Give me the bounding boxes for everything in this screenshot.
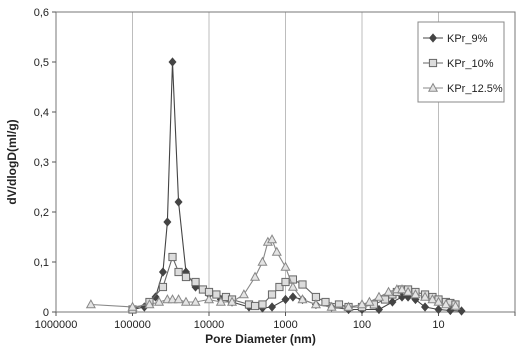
series-2 xyxy=(128,252,460,314)
data-point-triangle-marker xyxy=(127,301,138,311)
data-point-triangle-marker xyxy=(326,301,337,311)
axis-tick-labels: 1000000 100000 10000 1000 100 1000,10,20,30,4… xyxy=(34,7,445,331)
data-point-square-marker xyxy=(168,252,177,262)
series-3 xyxy=(85,234,461,311)
data-point-diamond-marker xyxy=(174,197,183,207)
data-point-triangle-marker xyxy=(203,294,215,304)
legend-entry: KPr_9% xyxy=(423,33,488,45)
data-point-square-marker xyxy=(267,290,277,299)
y-tick-label: 0,1 xyxy=(34,257,49,269)
legend-square-marker xyxy=(428,58,438,68)
legend-label: KPr_9% xyxy=(447,33,488,45)
data-point-triangle-marker xyxy=(287,281,298,291)
data-point-triangle-marker xyxy=(144,299,155,309)
data-point-triangle-marker xyxy=(266,234,278,244)
legend-entry: KPr_10% xyxy=(423,58,494,70)
data-point-triangle-marker xyxy=(153,296,165,306)
data-point-triangle-marker xyxy=(419,291,431,301)
data-point-square-marker xyxy=(258,300,267,309)
data-point-diamond-marker xyxy=(163,217,172,227)
legend: KPr_9% KPr_10% KPr_12.5% xyxy=(417,21,505,103)
data-point-triangle-marker xyxy=(238,289,249,299)
data-point-square-marker xyxy=(281,277,290,287)
x-tick-label: 10 xyxy=(432,319,444,331)
data-point-triangle-marker xyxy=(271,246,282,256)
data-point-diamond-marker xyxy=(151,292,160,302)
data-point-triangle-marker xyxy=(373,291,385,301)
data-point-triangle-marker xyxy=(226,296,238,306)
data-point-square-marker xyxy=(181,272,191,282)
y-axis-title: dV/dlogD(ml/g) xyxy=(5,119,19,204)
data-point-diamond-marker xyxy=(158,267,167,277)
data-point-square-marker xyxy=(334,300,344,309)
y-tick-label: 0,3 xyxy=(34,157,49,169)
data-point-diamond-marker xyxy=(168,57,177,67)
data-point-diamond-marker xyxy=(268,302,277,312)
y-tick-label: 0,4 xyxy=(34,107,49,119)
data-point-triangle-marker xyxy=(410,289,421,299)
legend-label: KPr_12.5% xyxy=(447,83,503,95)
legend-label: KPr_10% xyxy=(447,58,494,70)
data-point-square-marker xyxy=(158,282,168,292)
data-point-triangle-marker xyxy=(403,286,414,296)
data-point-square-marker xyxy=(298,280,307,289)
data-point-triangle-marker xyxy=(396,284,408,294)
data-point-triangle-marker xyxy=(297,294,308,304)
x-axis-title: Pore Diameter (nm) xyxy=(205,332,316,346)
legend-triangle-marker xyxy=(427,82,439,92)
data-point-triangle-marker xyxy=(167,294,178,304)
data-point-triangle-marker xyxy=(257,256,268,266)
data-point-triangle-marker xyxy=(250,271,261,281)
x-tick-label: 100 xyxy=(353,319,371,331)
data-point-triangle-marker xyxy=(215,296,226,306)
data-point-triangle-marker xyxy=(450,300,461,310)
data-point-square-marker xyxy=(275,282,284,292)
data-point-triangle-marker xyxy=(356,299,368,309)
x-tick-label: 1000 xyxy=(273,319,297,331)
data-point-diamond-marker xyxy=(388,297,397,307)
y-tick-label: 0,5 xyxy=(34,57,49,69)
data-point-square-marker xyxy=(212,290,221,299)
data-point-triangle-marker xyxy=(427,294,438,304)
data-point-triangle-marker xyxy=(433,296,444,306)
data-point-square-marker xyxy=(191,277,200,287)
y-tick-label: 0,2 xyxy=(34,207,49,219)
x-tick-label: 1000000 xyxy=(35,319,78,331)
data-point-triangle-marker xyxy=(310,299,321,309)
data-point-square-marker xyxy=(174,267,183,277)
y-tick-label: 0,6 xyxy=(34,7,49,19)
data-point-square-marker xyxy=(250,301,260,311)
data-point-triangle-marker xyxy=(383,286,394,296)
data-point-triangle-marker xyxy=(173,294,184,304)
data-point-triangle-marker xyxy=(85,299,96,309)
data-point-triangle-marker xyxy=(440,299,451,309)
data-series xyxy=(85,57,466,316)
data-point-diamond-marker xyxy=(434,304,443,315)
data-point-triangle-marker xyxy=(180,296,192,306)
x-tick-label: 100000 xyxy=(114,319,151,331)
legend-entry: KPr_12.5% xyxy=(423,82,503,95)
x-tick-label: 10000 xyxy=(194,319,225,331)
legend-diamond-marker xyxy=(429,33,437,43)
series-1 xyxy=(128,57,466,316)
data-point-square-marker xyxy=(321,297,330,307)
data-point-diamond-marker xyxy=(281,294,290,305)
data-point-triangle-marker xyxy=(364,296,375,306)
data-point-triangle-marker xyxy=(190,296,201,306)
data-point-triangle-marker xyxy=(280,261,291,271)
chart-axes xyxy=(52,11,516,316)
data-point-diamond-marker xyxy=(288,292,297,302)
y-tick-label: 0 xyxy=(43,307,49,319)
data-point-triangle-marker xyxy=(343,301,354,311)
data-point-diamond-marker xyxy=(421,302,430,312)
